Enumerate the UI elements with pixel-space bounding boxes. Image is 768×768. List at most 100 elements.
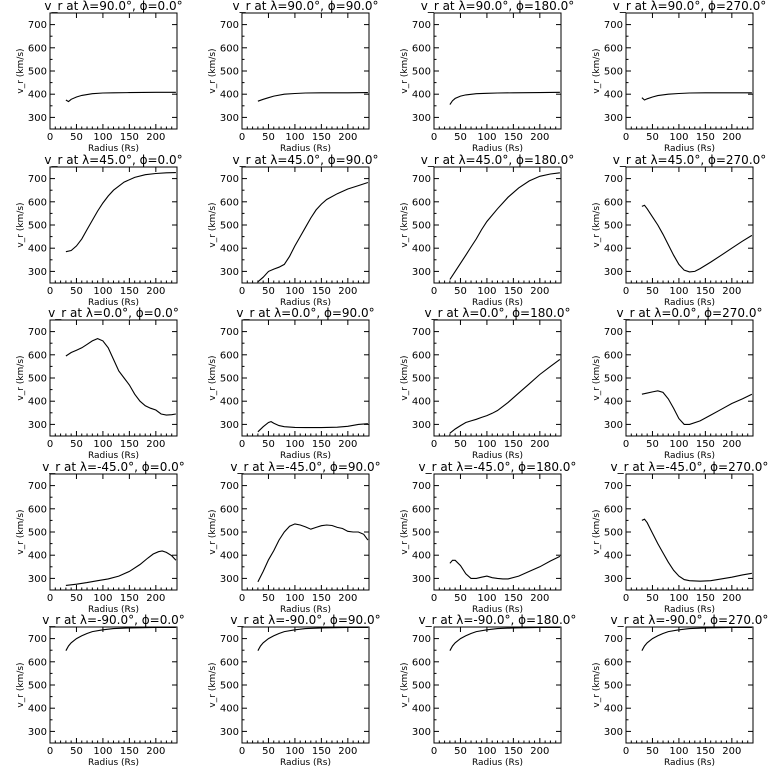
y-tick-label: 600 — [28, 350, 47, 361]
subplot: v_r at λ=90.0°, ϕ=90.0° 0 50 100 150 200 300 40… — [208, 0, 378, 154]
y-axis-label: v_r (km/s) — [208, 202, 218, 247]
x-tick-label: 200 — [146, 132, 165, 143]
x-axis-label: Radius (Rs) — [664, 758, 715, 768]
y-axis-label: v_r (km/s) — [16, 662, 26, 707]
x-axis-label: Radius (Rs) — [472, 451, 523, 461]
y-tick-label: 700 — [604, 20, 623, 31]
y-tick-label: 300 — [604, 574, 623, 585]
x-tick-label: 100 — [669, 286, 688, 297]
y-tick-label: 300 — [412, 727, 431, 738]
x-axis-label: Radius (Rs) — [88, 144, 139, 154]
plot-frame — [49, 473, 178, 591]
y-tick-label: 600 — [220, 197, 239, 208]
y-axis-label: v_r (km/s) — [16, 509, 26, 554]
subplot-title: v_r at λ=-45.0°, ϕ=180.0° — [419, 460, 577, 474]
x-tick-label: 100 — [285, 439, 304, 450]
series-line — [449, 555, 561, 580]
x-axis-label: Radius (Rs) — [664, 298, 715, 308]
subplot-title: v_r at λ=-45.0°, ϕ=90.0° — [230, 460, 380, 474]
subplot: v_r at λ=90.0°, ϕ=0.0° 0 50 100 150 200 300 400… — [16, 0, 183, 154]
series-line — [449, 626, 560, 651]
plot-frame — [49, 626, 178, 744]
subplot: v_r at λ=90.0°, ϕ=180.0° 0 50 100 150 200 300 4… — [400, 0, 574, 154]
x-tick-label: 100 — [477, 439, 496, 450]
series-line — [641, 626, 752, 651]
x-tick-label: 0 — [47, 439, 53, 450]
y-tick-label: 300 — [604, 113, 623, 124]
y-axis-label: v_r (km/s) — [592, 48, 602, 93]
y-tick-label: 700 — [28, 174, 47, 185]
y-tick-label: 500 — [412, 374, 431, 385]
subplot-title: v_r at λ=45.0°, ϕ=270.0° — [613, 153, 767, 167]
subplot-title: v_r at λ=90.0°, ϕ=270.0° — [613, 0, 767, 13]
x-axis-label: Radius (Rs) — [280, 144, 331, 154]
plot-frame — [433, 319, 562, 437]
plot-frame — [49, 166, 178, 284]
plot-frame — [49, 319, 178, 437]
series-line — [449, 358, 561, 434]
y-tick-label: 300 — [28, 113, 47, 124]
y-tick-label: 500 — [220, 681, 239, 692]
y-tick-label: 500 — [604, 528, 623, 539]
y-tick-label: 700 — [220, 634, 239, 645]
x-tick-label: 200 — [530, 746, 549, 757]
x-tick-label: 0 — [47, 132, 53, 143]
x-tick-label: 50 — [646, 286, 659, 297]
y-axis-label: v_r (km/s) — [16, 355, 26, 400]
y-tick-label: 700 — [412, 174, 431, 185]
subplot-title: v_r at λ=-45.0°, ϕ=0.0° — [42, 460, 185, 474]
x-axis-label: Radius (Rs) — [280, 605, 331, 615]
x-tick-label: 50 — [70, 132, 83, 143]
plot-frame — [625, 319, 754, 437]
y-tick-label: 600 — [28, 657, 47, 668]
x-axis-label: Radius (Rs) — [280, 298, 331, 308]
y-tick-label: 600 — [412, 350, 431, 361]
series-line — [257, 420, 368, 433]
x-tick-label: 150 — [312, 439, 331, 450]
x-tick-label: 100 — [93, 132, 112, 143]
series-line — [257, 92, 368, 102]
y-tick-label: 500 — [220, 221, 239, 232]
y-axis-label: v_r (km/s) — [400, 48, 410, 93]
x-tick-label: 150 — [120, 593, 139, 604]
x-tick-label: 100 — [669, 593, 688, 604]
x-tick-label: 150 — [312, 593, 331, 604]
x-tick-label: 100 — [285, 132, 304, 143]
y-tick-label: 600 — [412, 197, 431, 208]
y-tick-label: 400 — [412, 704, 431, 715]
y-tick-label: 700 — [220, 174, 239, 185]
y-axis-label: v_r (km/s) — [16, 202, 26, 247]
y-tick-label: 600 — [28, 504, 47, 515]
y-tick-label: 600 — [220, 504, 239, 515]
x-axis-label: Radius (Rs) — [88, 451, 139, 461]
y-tick-label: 600 — [220, 43, 239, 54]
y-tick-label: 300 — [412, 267, 431, 278]
y-tick-label: 400 — [28, 704, 47, 715]
x-tick-label: 100 — [477, 286, 496, 297]
subplot: v_r at λ=90.0°, ϕ=270.0° 0 50 100 150 200 300 4… — [592, 0, 766, 154]
y-tick-label: 600 — [604, 657, 623, 668]
plot-frame — [625, 12, 754, 130]
x-tick-label: 150 — [696, 132, 715, 143]
x-tick-label: 100 — [93, 746, 112, 757]
y-axis-label: v_r (km/s) — [592, 509, 602, 554]
series-line — [449, 172, 560, 280]
subplot: v_r at λ=45.0°, ϕ=0.0° 0 50 100 150 200 300 400… — [16, 153, 183, 308]
x-tick-label: 200 — [530, 286, 549, 297]
y-tick-label: 300 — [28, 574, 47, 585]
y-tick-label: 300 — [220, 574, 239, 585]
x-axis-label: Radius (Rs) — [664, 451, 715, 461]
x-tick-label: 200 — [530, 132, 549, 143]
x-tick-label: 200 — [722, 593, 741, 604]
y-axis-label: v_r (km/s) — [400, 202, 410, 247]
x-tick-label: 150 — [312, 286, 331, 297]
plot-frame — [241, 626, 370, 744]
subplot-title: v_r at λ=0.0°, ϕ=90.0° — [236, 306, 374, 320]
x-tick-label: 0 — [431, 132, 437, 143]
x-tick-label: 200 — [338, 286, 357, 297]
y-tick-label: 600 — [412, 657, 431, 668]
x-tick-label: 200 — [722, 746, 741, 757]
y-axis-label: v_r (km/s) — [208, 355, 218, 400]
x-tick-label: 0 — [239, 746, 245, 757]
